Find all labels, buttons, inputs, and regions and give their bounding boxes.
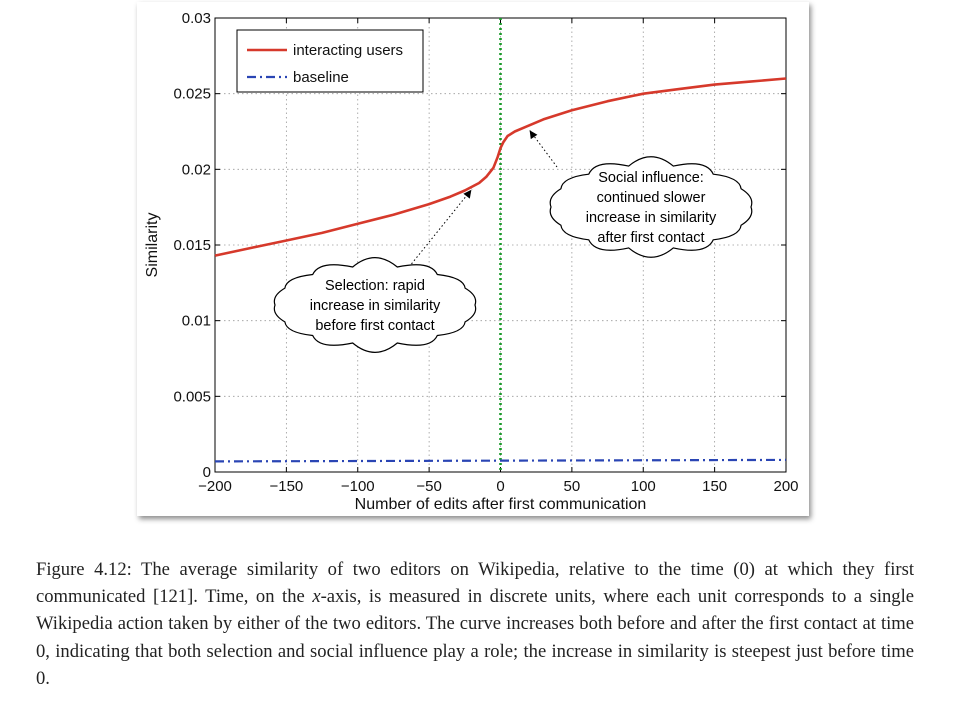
legend-label-0: interacting users <box>293 42 403 59</box>
x-tick-label-6: 100 <box>631 478 656 495</box>
x-tick-label-3: −50 <box>416 478 441 495</box>
callout-pointer-0 <box>408 188 473 268</box>
callout-text-1-2: increase in similarity <box>586 210 717 226</box>
callout-text-1-0: Social influence: <box>598 170 704 186</box>
callout-text-1-3: after first contact <box>597 230 704 246</box>
x-tick-label-8: 200 <box>773 478 798 495</box>
legend: interacting users baseline <box>236 29 424 93</box>
x-tick-label-5: 50 <box>564 478 581 495</box>
caption-math-x: x <box>312 586 321 608</box>
y-tick-label-6: 0.03 <box>182 10 211 27</box>
x-tick-label-2: −100 <box>341 478 375 495</box>
ticks-layer: −200 −150 −100 −50 0 50 100 150 200 0 0.005 0.01 0.0… <box>173 10 798 495</box>
x-tick-label-7: 150 <box>702 478 727 495</box>
y-tick-label-0: 0 <box>203 464 211 481</box>
callouts: Selection: rapid increase in similarity be… <box>273 129 753 353</box>
y-tick-label-1: 0.005 <box>173 388 211 405</box>
callout-arrowhead-1 <box>529 130 538 140</box>
x-axis-title: Number of edits after first communicatio… <box>355 496 647 513</box>
figure-caption: Figure 4.12: The average similarity of t… <box>36 556 914 692</box>
callout-arrowhead-0 <box>463 189 472 199</box>
series-line-1 <box>214 458 787 463</box>
grid-layer <box>215 18 786 472</box>
callout-cloud-0 <box>273 257 477 353</box>
x-tick-label-0: −200 <box>198 478 232 495</box>
caption-suffix: -axis, is measured in discrete units, wh… <box>36 586 914 689</box>
y-axis-title: Similarity <box>144 213 161 278</box>
legend-label-1: baseline <box>293 69 349 86</box>
y-tick-label-2: 0.01 <box>182 313 211 330</box>
similarity-chart: −200 −150 −100 −50 0 50 100 150 200 0 0.005 0.01 0.0… <box>144 10 799 513</box>
caption-prefix: Figure 4.12: The average similarity of t… <box>36 559 914 608</box>
series-line-0 <box>214 77 787 257</box>
y-tick-label-3: 0.015 <box>173 237 211 254</box>
figure-frame: −200 −150 −100 −50 0 50 100 150 200 0 0.005 0.01 0.0… <box>137 2 809 516</box>
x-tick-label-4: 0 <box>496 478 504 495</box>
series-layer <box>214 18 787 472</box>
callout-text-0-1: increase in similarity <box>310 298 441 314</box>
callout-cloud-1 <box>549 156 753 258</box>
y-tick-label-4: 0.02 <box>182 161 211 178</box>
callout-text-0-2: before first contact <box>315 318 434 334</box>
callout-text-1-1: continued slower <box>597 190 706 206</box>
callout-text-0-0: Selection: rapid <box>325 278 425 294</box>
x-tick-label-1: −150 <box>269 478 303 495</box>
y-tick-label-5: 0.025 <box>173 86 211 103</box>
legend-box <box>236 29 424 93</box>
